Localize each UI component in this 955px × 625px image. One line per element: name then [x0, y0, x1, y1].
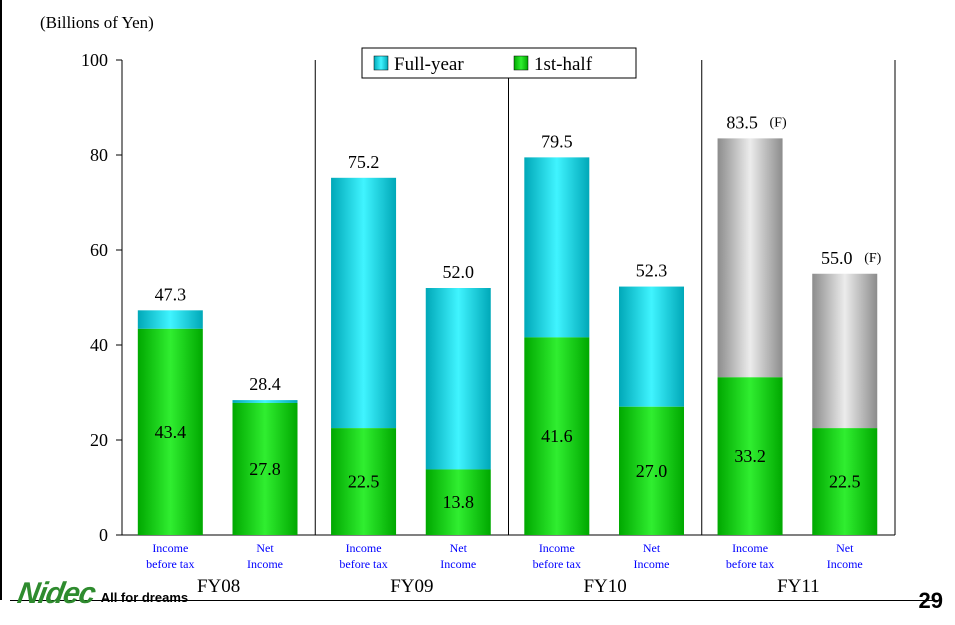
y-tick-label: 40 [90, 335, 108, 355]
y-tick-label: 20 [90, 430, 108, 450]
full-year-value-label: 79.5 [541, 131, 573, 151]
group-label: FY11 [777, 576, 820, 597]
category-label-line2: Income [440, 557, 476, 571]
category-label-line2: Income [247, 557, 283, 571]
forecast-marker: (F) [864, 251, 881, 266]
first-half-value-label: 22.5 [829, 472, 861, 492]
category-label-line1: Income [346, 541, 382, 555]
full-year-value-label: 52.3 [636, 261, 668, 281]
bar-first-half [137, 328, 203, 535]
bar-first-half [425, 469, 491, 535]
category-label-line2: Income [827, 557, 863, 571]
legend-swatch-first-half [513, 55, 529, 71]
full-year-value-label: 55.0 [821, 248, 853, 268]
category-label-line2: before tax [533, 557, 581, 571]
bar-first-half [331, 428, 397, 535]
legend-label-first-half: 1st-half [534, 54, 593, 75]
footer-rule [10, 600, 940, 601]
first-half-value-label: 33.2 [734, 446, 766, 466]
first-half-value-label: 41.6 [541, 426, 573, 446]
logo-wordmark: Nidec [15, 577, 98, 610]
bar-full-year [331, 177, 397, 429]
y-tick-label: 80 [90, 145, 108, 165]
first-half-value-label: 13.8 [443, 492, 475, 512]
bar-full-year [619, 286, 685, 407]
y-tick-label: 0 [99, 525, 108, 545]
bar-full-year [232, 400, 298, 403]
first-half-value-label: 22.5 [348, 472, 380, 492]
full-year-value-label: 75.2 [348, 152, 380, 172]
category-label-line2: before tax [726, 557, 774, 571]
group-label: FY08 [197, 576, 240, 597]
category-label-line1: Income [152, 541, 188, 555]
bar-first-half [812, 428, 878, 535]
group-label: FY09 [390, 576, 433, 597]
first-half-value-label: 27.8 [249, 459, 281, 479]
bar-full-year [524, 157, 590, 338]
legend-label-full-year: Full-year [394, 54, 464, 75]
category-label-line2: before tax [339, 557, 387, 571]
category-label-line1: Net [450, 541, 468, 555]
category-label-line2: Income [634, 557, 670, 571]
bar-first-half [524, 337, 590, 535]
y-tick-label: 60 [90, 240, 108, 260]
category-label-line1: Net [256, 541, 274, 555]
unit-label: (Billions of Yen) [40, 13, 154, 32]
logo-tagline: All for dreams [100, 590, 189, 605]
bar-full-year [425, 288, 491, 470]
full-year-value-label: 83.5 [726, 112, 758, 132]
bar-full-year [717, 138, 783, 378]
category-label-line2: before tax [146, 557, 194, 571]
full-year-value-label: 52.0 [443, 262, 475, 282]
slide-left-border [0, 0, 2, 600]
full-year-value-label: 28.4 [249, 374, 281, 394]
page-number: 29 [918, 588, 943, 613]
bar-first-half [232, 402, 298, 535]
bar-full-year [137, 310, 203, 329]
category-label-line1: Income [539, 541, 575, 555]
first-half-value-label: 43.4 [155, 422, 187, 442]
chart: (Billions of Yen) 0 20 40 60 80 100 47.3 43.4 Inc… [40, 13, 896, 597]
category-label-line1: Net [836, 541, 854, 555]
first-half-value-label: 27.0 [636, 461, 668, 481]
bar-first-half [717, 377, 783, 535]
y-tick-label: 100 [81, 50, 108, 70]
legend-box [361, 47, 637, 79]
category-label-line1: Income [732, 541, 768, 555]
bar-first-half [619, 406, 685, 535]
full-year-value-label: 47.3 [155, 284, 187, 304]
forecast-marker: (F) [770, 115, 787, 130]
nidec-logo: Nidec All for dreams [15, 577, 189, 610]
group-label: FY10 [583, 576, 626, 597]
category-label-line1: Net [643, 541, 661, 555]
legend-swatch-full-year [373, 55, 389, 71]
bar-full-year [812, 273, 878, 429]
